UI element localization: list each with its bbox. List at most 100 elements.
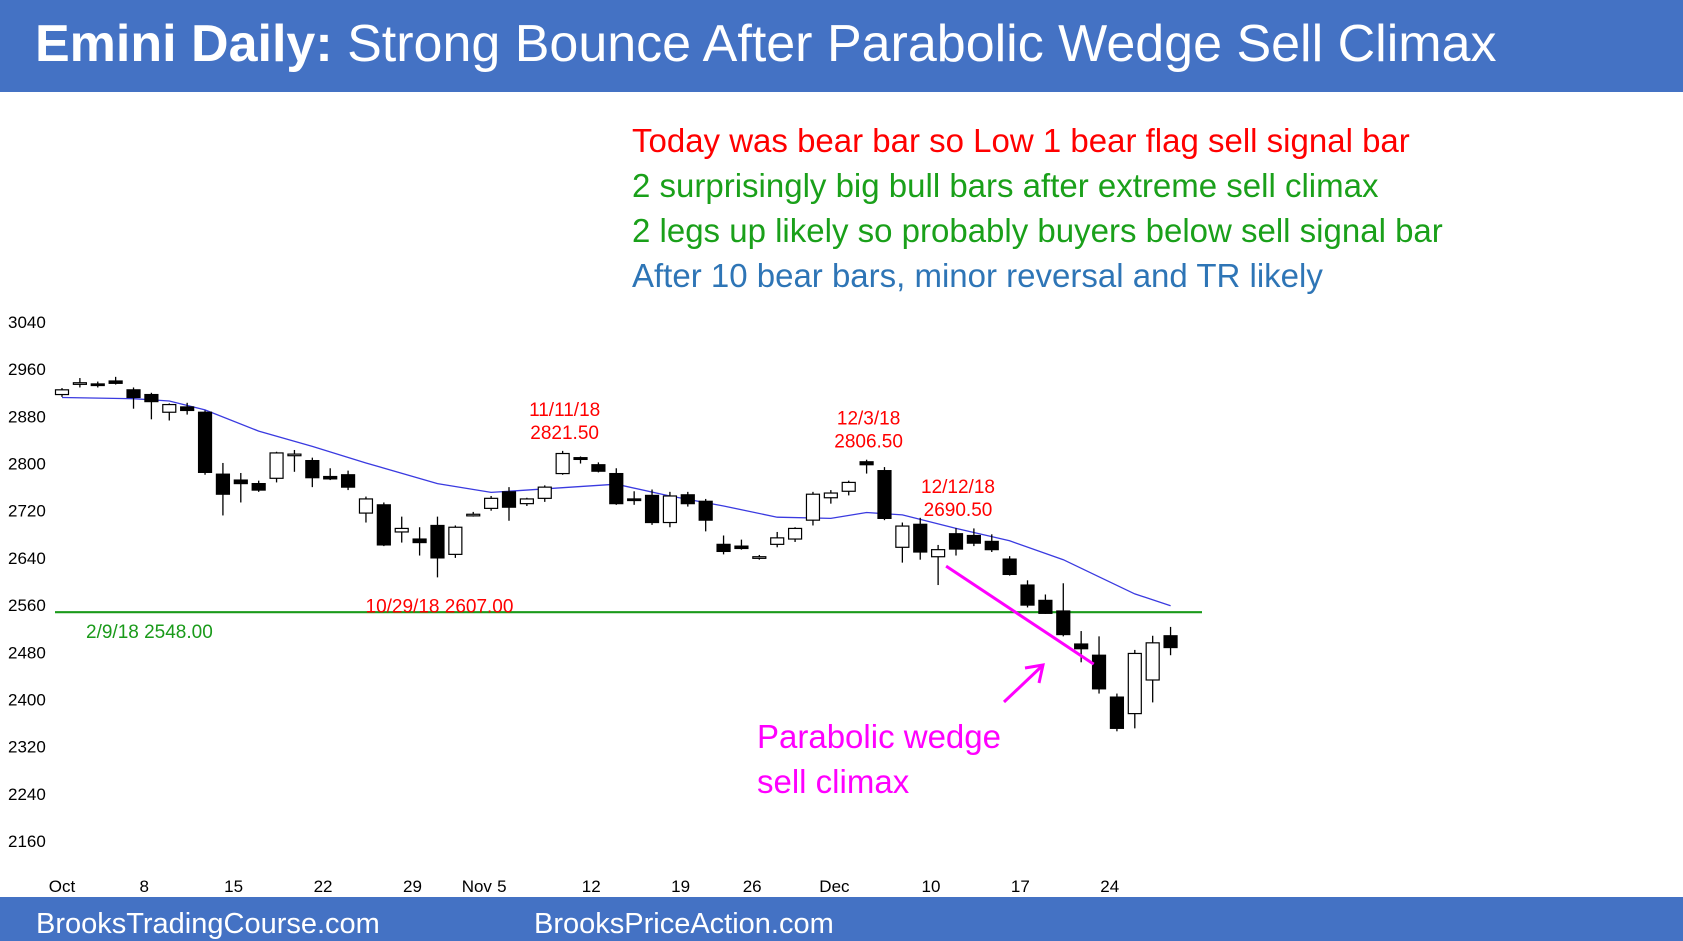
- price-annotation: 2821.50: [530, 423, 599, 444]
- bull-candle: [466, 513, 481, 517]
- bull-candle: [787, 527, 803, 540]
- bear-candle: [644, 494, 660, 524]
- x-tick-label: 17: [1011, 877, 1030, 896]
- bull-candle: [805, 493, 821, 521]
- support-label: 2/9/18 2548.00: [86, 622, 213, 643]
- price-annotation: 2806.50: [834, 432, 903, 453]
- note-bull-bars: 2 surprisingly big bull bars after extre…: [632, 167, 1379, 204]
- bull-candle: [287, 453, 302, 457]
- bull-candle: [519, 498, 534, 505]
- bull-candle: [162, 403, 177, 413]
- bear-candle: [305, 459, 320, 479]
- bear-candle: [340, 474, 356, 488]
- bear-candle: [1020, 584, 1035, 606]
- x-tick-label: 5: [497, 877, 506, 896]
- bear-candle: [412, 538, 427, 544]
- wedge-label: Parabolic wedge: [757, 718, 1001, 755]
- title-bold-part: Emini Daily:: [35, 15, 333, 73]
- x-tick-label: 10: [922, 877, 941, 896]
- bear-candle: [734, 545, 749, 550]
- x-tick-label: 19: [671, 877, 690, 896]
- wedge-trendline: [945, 564, 1095, 666]
- y-tick-label: 2880: [8, 407, 46, 426]
- bear-candle: [1074, 643, 1089, 650]
- bull-candle: [72, 382, 87, 385]
- bull-candle: [895, 525, 910, 548]
- bear-candle: [573, 457, 588, 461]
- bull-candle: [358, 498, 374, 514]
- y-tick-label: 2240: [8, 785, 46, 804]
- x-tick-label: 29: [403, 877, 422, 896]
- footer-link-brookstradingcourse[interactable]: BrooksTradingCourse.com: [36, 908, 380, 940]
- y-tick-label: 2320: [8, 738, 46, 757]
- bear-candle: [501, 491, 517, 508]
- bull-candle: [448, 526, 463, 555]
- bull-candle: [269, 452, 284, 479]
- page-title: Emini Daily: Strong Bounce After Parabol…: [35, 14, 1497, 74]
- x-tick-label: 12: [582, 877, 601, 896]
- y-tick-label: 2640: [8, 549, 46, 568]
- bear-candle: [1056, 610, 1071, 636]
- wedge-arrow-shaft: [1002, 664, 1044, 704]
- bear-candle: [966, 534, 981, 544]
- bull-candle: [841, 481, 856, 492]
- bull-candle: [662, 495, 678, 524]
- bear-candle: [1163, 635, 1178, 649]
- bear-candle: [877, 470, 892, 519]
- price-annotation: 12/12/18: [921, 477, 995, 498]
- bear-candle: [984, 540, 999, 551]
- bear-candle: [233, 479, 248, 485]
- y-tick-label: 2800: [8, 455, 46, 474]
- bear-candle: [430, 524, 445, 559]
- y-tick-label: 2560: [8, 596, 46, 615]
- bear-candle: [144, 393, 159, 403]
- bear-candle: [1038, 599, 1053, 614]
- bear-candle: [913, 523, 928, 553]
- y-tick-label: 2400: [8, 690, 46, 709]
- bull-candle: [931, 549, 946, 558]
- bull-candle: [484, 497, 499, 509]
- bull-candle: [54, 389, 70, 396]
- wedge-label: sell climax: [757, 763, 910, 800]
- bear-candle: [1109, 696, 1125, 729]
- bear-candle: [108, 380, 123, 384]
- y-tick-label: 2960: [8, 360, 46, 379]
- y-tick-label: 3040: [8, 313, 46, 332]
- bear-candle: [591, 464, 606, 472]
- bear-candle: [680, 494, 695, 505]
- price-annotation: 10/29/18 2607.00: [366, 596, 514, 617]
- bear-candle: [1091, 654, 1107, 690]
- y-tick-label: 2720: [8, 502, 46, 521]
- bull-candle: [537, 486, 552, 499]
- y-tick-label: 2160: [8, 832, 46, 851]
- x-tick-label: 8: [140, 877, 149, 896]
- x-tick-label: 26: [743, 877, 762, 896]
- bull-candle: [823, 492, 838, 499]
- price-annotation: 2690.50: [924, 500, 993, 521]
- bull-candle: [752, 556, 767, 559]
- bear-candle: [1002, 558, 1017, 576]
- bull-candle: [770, 537, 785, 545]
- bull-candle: [1145, 642, 1160, 681]
- x-tick-label: 24: [1100, 877, 1119, 896]
- bear-candle: [716, 543, 731, 553]
- bear-candle: [698, 500, 713, 521]
- bull-candle: [394, 527, 409, 533]
- bear-candle: [215, 473, 231, 495]
- x-tick-label: 22: [314, 877, 333, 896]
- note-two-legs: 2 legs up likely so probably buyers belo…: [632, 212, 1443, 249]
- x-tick-label: 15: [224, 877, 243, 896]
- bear-candle: [948, 533, 964, 550]
- bear-candle: [126, 389, 141, 399]
- footer-link-brookspriceaction[interactable]: BrooksPriceAction.com: [534, 908, 834, 940]
- bear-candle: [609, 472, 624, 505]
- bear-candle: [859, 461, 874, 466]
- bear-candle: [180, 406, 195, 412]
- price-annotation: 11/11/18: [529, 400, 600, 421]
- x-tick-label: Oct: [49, 877, 76, 896]
- bear-candle: [376, 504, 391, 546]
- footer-bar: [0, 897, 1683, 941]
- y-tick-label: 2480: [8, 643, 46, 662]
- title-rest-part: Strong Bounce After Parabolic Wedge Sell…: [332, 15, 1497, 73]
- bear-candle: [251, 482, 266, 491]
